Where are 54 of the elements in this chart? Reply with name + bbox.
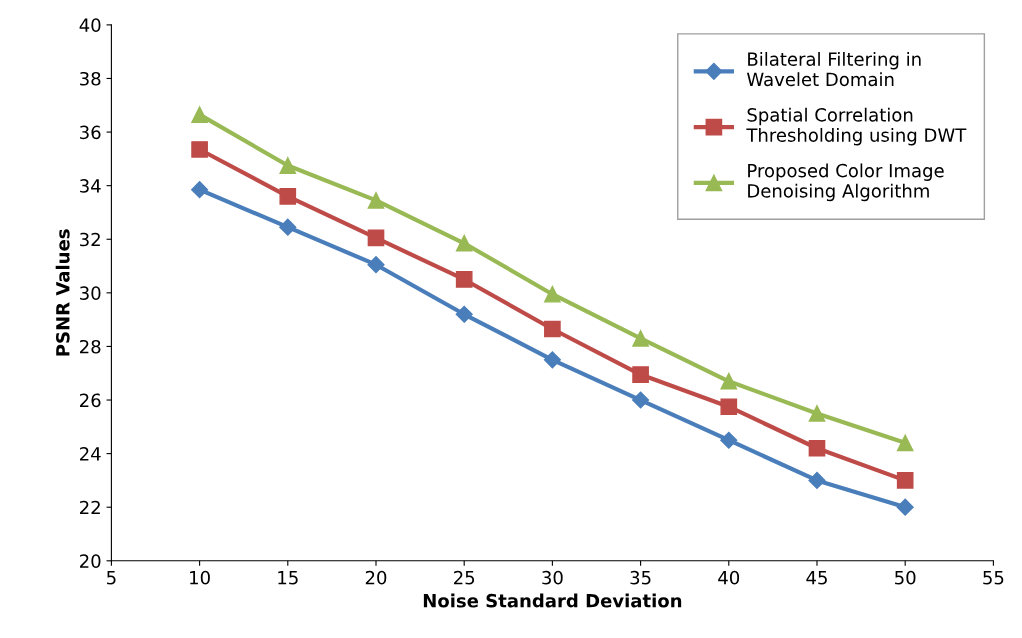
x-tick-label: 30 bbox=[542, 570, 563, 585]
point bbox=[720, 398, 738, 416]
point bbox=[367, 229, 385, 247]
point bbox=[544, 285, 561, 303]
x-tick-label: 10 bbox=[190, 570, 210, 585]
point bbox=[632, 366, 649, 383]
point bbox=[455, 305, 473, 323]
y-tick-label: 34 bbox=[80, 179, 101, 193]
point bbox=[544, 320, 561, 338]
y-tick-label: 22 bbox=[80, 500, 100, 515]
y-tick-label: 24 bbox=[80, 447, 101, 461]
y-tick-label: 38 bbox=[80, 71, 101, 86]
point bbox=[632, 391, 650, 409]
point bbox=[191, 181, 209, 199]
y-tick-label: 30 bbox=[80, 286, 101, 300]
x-tick-label: 20 bbox=[365, 570, 387, 585]
point bbox=[191, 141, 208, 158]
point bbox=[896, 434, 914, 452]
x-tick-label: 15 bbox=[278, 571, 298, 585]
point bbox=[191, 106, 208, 123]
point bbox=[808, 439, 826, 457]
x-tick-label: 5 bbox=[107, 571, 116, 585]
point bbox=[367, 192, 385, 209]
point bbox=[543, 351, 561, 369]
point bbox=[896, 498, 914, 516]
point bbox=[455, 234, 473, 252]
point bbox=[720, 372, 738, 390]
point bbox=[279, 188, 297, 205]
x-tick-label: 50 bbox=[895, 570, 916, 585]
point bbox=[808, 471, 826, 489]
legend-label: Proposed Color Image Denoising Algorithm bbox=[748, 163, 944, 202]
x-tick-label: 55 bbox=[983, 571, 1004, 585]
y-axis-title: PSNR Values bbox=[55, 229, 70, 356]
point bbox=[367, 256, 385, 274]
point bbox=[632, 330, 649, 347]
y-tick-label: 20 bbox=[80, 554, 101, 568]
x-tick-label: 40 bbox=[718, 570, 740, 585]
y-tick-label: 32 bbox=[80, 232, 100, 247]
x-axis-title: Noise Standard Deviation bbox=[423, 593, 682, 608]
point bbox=[279, 218, 297, 236]
y-tick-label: 40 bbox=[79, 18, 101, 32]
point bbox=[279, 157, 297, 174]
y-tick-label: 28 bbox=[80, 339, 101, 354]
x-tick-label: 45 bbox=[806, 571, 827, 585]
legend-label: Spatial Correlation Thresholding using DWT bbox=[746, 107, 967, 146]
point bbox=[808, 405, 826, 422]
point bbox=[455, 271, 473, 288]
point bbox=[896, 472, 914, 489]
y-tick-label: 36 bbox=[80, 125, 101, 140]
point bbox=[720, 431, 738, 449]
y-tick-label: 26 bbox=[80, 393, 101, 408]
x-tick-label: 35 bbox=[630, 570, 651, 585]
x-tick-label: 25 bbox=[454, 570, 475, 585]
legend-label: Bilateral Filtering in Wavelet Domain bbox=[746, 51, 921, 87]
